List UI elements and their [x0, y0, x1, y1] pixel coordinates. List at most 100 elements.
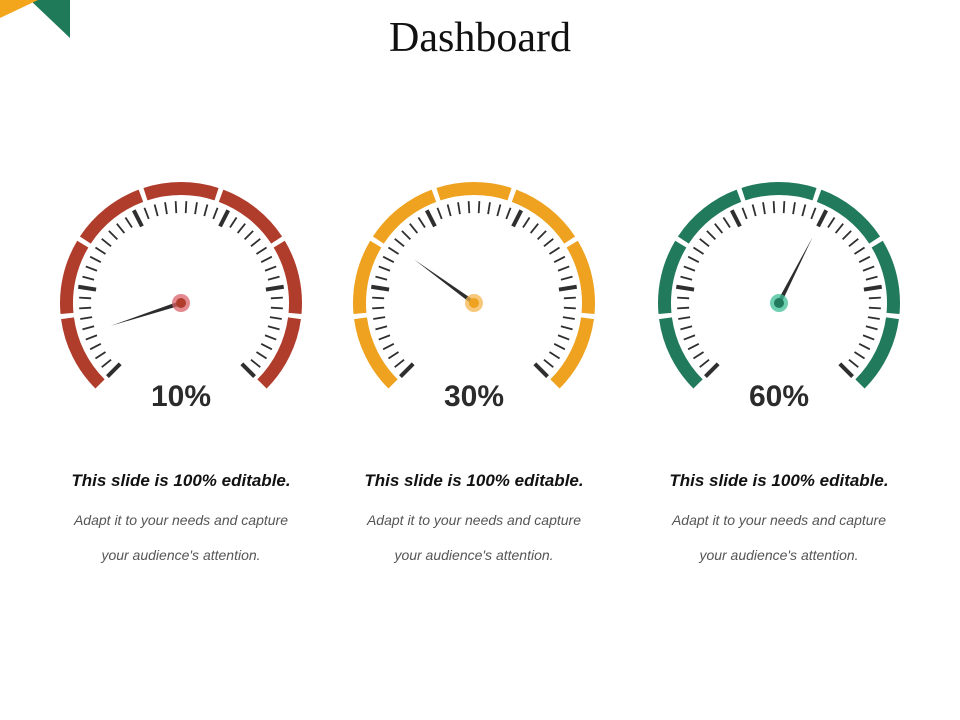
gauge-band-segment: [659, 317, 703, 389]
gauge-major-tick: [838, 362, 854, 378]
gauge-minor-tick: [683, 334, 696, 341]
gauge-major-tick: [511, 209, 523, 228]
gauge-minor-tick: [853, 246, 866, 255]
gauge-hub-center: [774, 298, 784, 308]
gauge-minor-tick: [116, 223, 126, 234]
gauge-minor-tick: [699, 358, 710, 368]
gauge-minor-tick: [269, 316, 282, 320]
gauge-needle: [414, 259, 476, 305]
gauge-band-segment: [79, 189, 144, 244]
gauge-band-segment: [658, 240, 687, 315]
gauge-band-segment: [143, 182, 219, 201]
gauge-minor-tick: [557, 334, 570, 341]
gauge-minor-tick: [862, 334, 875, 341]
gauge-band-segment: [871, 240, 900, 315]
gauge-minor-tick: [792, 202, 796, 215]
gauge-major-tick: [132, 209, 144, 228]
gauge-minor-tick: [543, 358, 554, 368]
gauge-description-line1: Adapt it to your needs and capture: [73, 512, 289, 528]
gauge-major-tick: [675, 284, 695, 292]
gauge-minor-tick: [714, 223, 724, 234]
gauge-minor-tick: [680, 275, 693, 281]
gauge-minor-tick: [477, 201, 481, 214]
gauge-minor-tick: [853, 351, 866, 360]
gauge-band-segment: [550, 317, 594, 389]
gauge-minor-tick: [560, 325, 573, 331]
gauge-major-tick: [240, 362, 256, 378]
gauge-major-tick: [425, 209, 437, 228]
gauge-minor-tick: [164, 202, 168, 215]
gauge-minor-tick: [375, 275, 388, 281]
gauge-minor-tick: [270, 306, 283, 310]
gauge-minor-tick: [782, 201, 786, 214]
gauge-description-line2: your audience's attention.: [394, 547, 554, 563]
gauge-minor-tick: [417, 216, 426, 229]
gauge-minor-tick: [522, 216, 531, 229]
gauge-minor-tick: [563, 306, 576, 310]
gauge-minor-tick: [372, 306, 385, 310]
gauge-minor-tick: [858, 255, 871, 263]
gauge-minor-tick: [267, 325, 280, 331]
gauge-minor-tick: [683, 265, 696, 272]
gauge-minor-tick: [212, 207, 219, 220]
gauge-minor-tick: [250, 238, 261, 248]
gauge-minor-tick: [548, 246, 561, 255]
gauge-minor-tick: [848, 358, 859, 368]
gauge: [60, 182, 302, 389]
gauge-minor-tick: [562, 316, 575, 320]
gauge-minor-tick: [537, 230, 547, 240]
gauge-minor-tick: [741, 207, 748, 220]
gauge-minor-tick: [108, 230, 118, 240]
gauge-minor-tick: [560, 275, 573, 281]
gauge-minor-tick: [260, 343, 273, 351]
gauge-minor-tick: [387, 246, 400, 255]
gauge-major-tick: [816, 209, 828, 228]
gauge-major-tick: [399, 362, 415, 378]
gauge-minor-tick: [382, 255, 395, 263]
gauge-minor-tick: [505, 207, 512, 220]
gauge-hub-center: [176, 298, 186, 308]
gauge-minor-tick: [722, 216, 731, 229]
gauge-minor-tick: [264, 334, 277, 341]
gauge-minor-tick: [85, 334, 98, 341]
gauge-minor-tick: [203, 204, 209, 217]
gauge-minor-tick: [94, 351, 107, 360]
page-title: Dashboard: [389, 15, 571, 61]
gauge: [658, 182, 900, 389]
gauge-minor-tick: [79, 306, 92, 310]
gauge-band-segment: [354, 317, 398, 389]
gauge-minor-tick: [409, 223, 419, 234]
gauge-minor-tick: [557, 265, 570, 272]
gauge-minor-tick: [436, 207, 443, 220]
gauge-minor-tick: [378, 334, 391, 341]
gauge-minor-tick: [842, 230, 852, 240]
gauge-band-segment: [273, 240, 302, 315]
gauge-minor-tick: [82, 325, 95, 331]
gauge-panel: 30% This slide is 100% editable. Adapt i…: [324, 0, 624, 720]
gauge-minor-tick: [487, 202, 491, 215]
gauge-minor-tick: [862, 265, 875, 272]
gauge-minor-tick: [80, 316, 93, 320]
gauge-major-tick: [558, 284, 578, 292]
gauge-minor-tick: [89, 343, 102, 351]
gauge-minor-tick: [382, 343, 395, 351]
gauge-description-line1: Adapt it to your needs and capture: [671, 512, 887, 528]
gauge-minor-tick: [236, 223, 246, 234]
gauge-minor-tick: [457, 202, 461, 215]
gauge-value-label: 60%: [748, 380, 810, 413]
gauge-minor-tick: [677, 296, 690, 300]
gauge-major-tick: [106, 362, 122, 378]
gauge-minor-tick: [101, 238, 112, 248]
gauge-minor-tick: [373, 316, 386, 320]
gauge-minor-tick: [270, 296, 283, 300]
gauge-minor-tick: [848, 238, 859, 248]
gauge-minor-tick: [174, 201, 178, 214]
gauge-major-tick: [265, 284, 285, 292]
gauge-minor-tick: [868, 296, 881, 300]
gauge-minor-tick: [255, 246, 268, 255]
gauge-major-tick: [730, 209, 742, 228]
gauge-minor-tick: [82, 275, 95, 281]
gauge-minor-tick: [858, 343, 871, 351]
gauge-band-segment: [741, 182, 817, 201]
gauge-minor-tick: [387, 351, 400, 360]
